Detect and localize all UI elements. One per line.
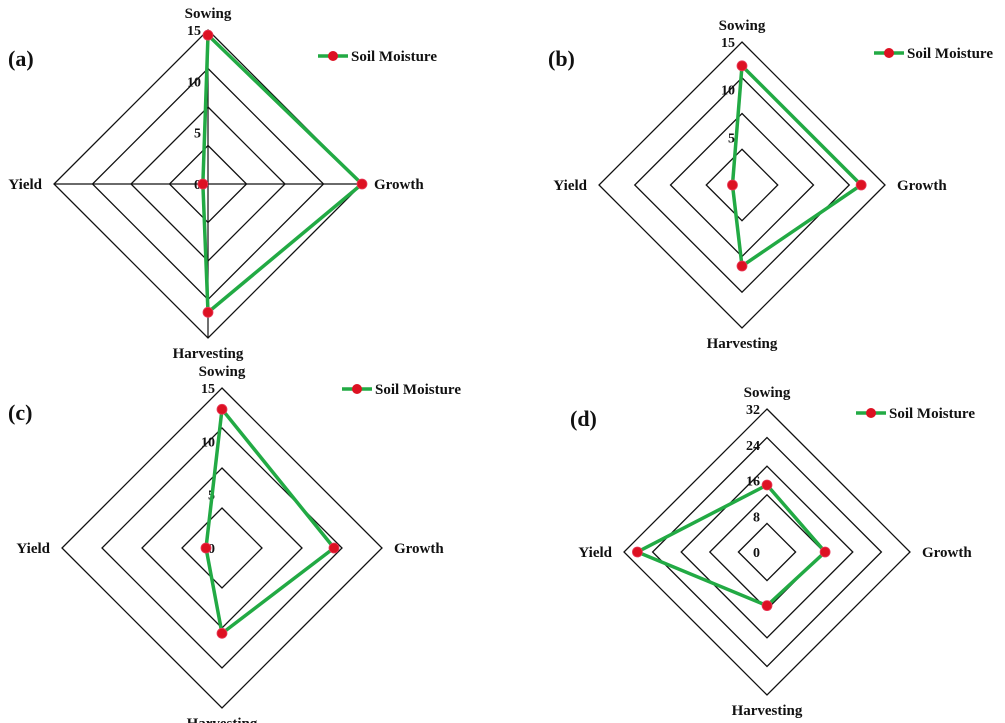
data-point-sowing xyxy=(202,29,214,41)
grid-ring xyxy=(708,493,826,611)
legend-label: Soil Moisture xyxy=(375,382,461,398)
tick-label: 10 xyxy=(187,75,201,90)
grid-ring xyxy=(598,41,886,329)
data-point-growth xyxy=(328,542,340,554)
data-point-harvesting xyxy=(736,260,748,272)
tick-label: 5 xyxy=(194,127,201,142)
axis-label-growth: Growth xyxy=(897,178,947,194)
grid-ring xyxy=(623,408,911,696)
data-point-growth xyxy=(855,179,867,191)
grid-ring xyxy=(651,436,883,668)
grid-ring xyxy=(633,76,851,294)
legend: Soil Moisture xyxy=(856,406,975,422)
axis-label-growth: Growth xyxy=(922,545,972,561)
tick-label: 10 xyxy=(721,84,735,99)
data-point-yield xyxy=(197,178,209,190)
data-point-growth xyxy=(819,546,831,558)
legend: Soil Moisture xyxy=(342,382,461,398)
data-point-harvesting xyxy=(761,600,773,612)
axis-label-harvesting: Harvesting xyxy=(173,346,244,362)
series-line xyxy=(633,482,828,608)
axis-label-growth: Growth xyxy=(394,541,444,557)
panel-label: (c) xyxy=(8,400,32,425)
data-point-growth xyxy=(356,178,368,190)
radar-panel-1: (a) 0 5 10 15 Sowing Growth Harvesting Yield Soil… xyxy=(8,6,437,362)
tick-label: 32 xyxy=(746,403,760,418)
grid-ring xyxy=(680,465,854,639)
data-point-yield xyxy=(632,546,643,558)
tick-label: 10 xyxy=(201,435,215,450)
tick-label: 15 xyxy=(201,382,215,397)
series-line xyxy=(730,61,864,270)
axis-label-yield: Yield xyxy=(8,177,42,193)
data-point-sowing xyxy=(216,403,228,415)
axis-label-harvesting: Harvesting xyxy=(707,336,778,352)
panel-label: (b) xyxy=(548,46,575,71)
data-point-harvesting xyxy=(202,306,214,318)
grid-ring xyxy=(705,148,779,222)
data-point-harvesting xyxy=(216,627,228,639)
radar-panel-3: (c)051015SowingGrowthHarvestingYieldSoil… xyxy=(8,364,461,723)
tick-label: 16 xyxy=(746,475,760,490)
tick-label: 15 xyxy=(721,36,735,51)
axis-label-yield: Yield xyxy=(16,541,50,557)
axis-label-harvesting: Harvesting xyxy=(187,716,258,723)
axis-label-sowing: Sowing xyxy=(199,364,246,380)
tick-label: 5 xyxy=(728,131,735,146)
axis-label-growth: Growth xyxy=(374,177,424,193)
legend: Soil Moisture xyxy=(318,49,437,65)
legend-marker xyxy=(352,384,362,394)
tick-label: 24 xyxy=(746,439,760,454)
axis-label-sowing: Sowing xyxy=(185,6,232,22)
legend-label: Soil Moisture xyxy=(907,46,993,62)
data-point-yield xyxy=(727,179,738,191)
grid-ring xyxy=(141,467,303,629)
axis-label-yield: Yield xyxy=(553,178,587,194)
axis-label-yield: Yield xyxy=(578,545,612,561)
grid-ring xyxy=(181,507,263,589)
legend-marker xyxy=(884,48,894,58)
data-point-yield xyxy=(200,542,212,554)
grid-ring xyxy=(737,522,797,582)
tick-label: 8 xyxy=(753,510,760,525)
legend-marker xyxy=(866,408,876,418)
grid-ring xyxy=(61,387,383,709)
grid-ring xyxy=(669,112,815,258)
legend-label: Soil Moisture xyxy=(351,49,437,65)
tick-label: 0 xyxy=(194,178,201,193)
radar-panel-2: (b)051015SowingGrowthHarvestingYieldSoil… xyxy=(548,18,993,352)
panel-label: (d) xyxy=(570,406,597,431)
data-point-sowing xyxy=(736,60,748,72)
radar-panel-4: (d) 0 8 16 24 32 Sowing Growth Harvesting Yield So… xyxy=(570,385,975,719)
axis-label-sowing: Sowing xyxy=(719,18,766,34)
data-point-sowing xyxy=(761,479,773,491)
tick-label: 0 xyxy=(753,546,760,561)
axis-label-sowing: Sowing xyxy=(744,385,791,401)
series-line xyxy=(201,31,365,316)
axis-label-harvesting: Harvesting xyxy=(732,703,803,719)
legend-marker xyxy=(328,51,338,61)
legend: Soil Moisture xyxy=(874,46,993,62)
tick-label: 15 xyxy=(187,24,201,39)
panel-label: (a) xyxy=(8,46,34,71)
tick-label: 0 xyxy=(208,542,215,557)
legend-label: Soil Moisture xyxy=(889,406,975,422)
